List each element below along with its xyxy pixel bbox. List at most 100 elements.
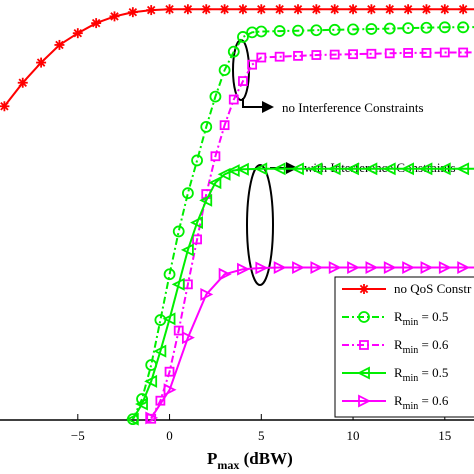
series-1-point: [328, 23, 341, 36]
series-2-point: [219, 120, 230, 131]
series-2-point: [192, 234, 202, 245]
series-2-point: [439, 47, 450, 58]
series-1-point: [255, 25, 268, 38]
series-1-point: [273, 25, 286, 37]
series-0-point: [0, 101, 10, 112]
legend-box: [334, 276, 474, 418]
legend-sample-4: [342, 394, 386, 408]
series-1-point: [310, 24, 323, 37]
series-3-point: [125, 412, 139, 426]
series-0-point: [274, 4, 285, 15]
series-3-point: [217, 167, 231, 181]
series-1-point: [200, 120, 213, 133]
series-2-point: [293, 50, 303, 61]
series-0-point: [366, 4, 377, 15]
series-2-point: [384, 48, 395, 59]
series-4-point: [163, 383, 177, 397]
series-2-point: [458, 47, 469, 58]
x-tick-label: 5: [258, 428, 265, 443]
legend-sample-0: [342, 284, 386, 294]
series-4-point: [200, 287, 214, 301]
series-0-point: [348, 4, 359, 15]
series-0-point: [329, 4, 340, 15]
series-2-point: [274, 51, 285, 62]
series-3-point: [153, 344, 167, 358]
series-0-point: [91, 18, 102, 29]
series-3-point: [290, 162, 304, 176]
series-3-point: [327, 162, 341, 176]
series-0-point: [146, 5, 157, 16]
series-0-point: [421, 4, 432, 15]
ellipse-with-interference: [246, 164, 274, 286]
series-line-1: [131, 26, 474, 420]
x-tick-label: 10: [347, 428, 360, 443]
legend-marker-2: [359, 340, 369, 350]
legend-samples: [342, 284, 386, 408]
series-2-point: [366, 48, 377, 59]
legend-label-1: Rmin = 0.5: [394, 309, 448, 328]
series-1-point: [420, 21, 433, 34]
series-3-point: [364, 162, 378, 176]
series-3-point: [199, 193, 213, 207]
x-tick-label: 15: [438, 428, 451, 443]
series-3-point: [401, 162, 415, 176]
series-0-point: [403, 4, 414, 15]
legend-sample-1: [342, 311, 386, 323]
series-3-point: [235, 162, 249, 176]
series-line-3: [132, 167, 474, 420]
series-4-point: [310, 261, 324, 274]
series-0-point: [109, 11, 120, 22]
series-4-point: [347, 261, 361, 274]
legend-marker-1: [358, 311, 370, 323]
series-layer: [0, 4, 474, 426]
annotation-no-interference: no Interference Constraints: [282, 100, 424, 115]
series-2-point: [403, 48, 414, 58]
series-1-point: [457, 21, 470, 34]
series-4-point: [420, 261, 434, 274]
series-0-point: [219, 4, 230, 15]
series-3-point: [272, 162, 286, 176]
annotation-with-interference: with Interference Constraints: [304, 160, 456, 175]
series-0-point: [182, 4, 193, 15]
series-2: [146, 47, 474, 424]
series-0-point: [311, 4, 322, 15]
series-0-point: [36, 57, 47, 68]
series-2-point: [247, 59, 258, 70]
series-0-point: [72, 28, 83, 39]
series-3-point: [208, 176, 222, 190]
series-4-point: [328, 261, 342, 274]
series-1-point: [227, 45, 240, 58]
series-4-point: [181, 331, 195, 345]
series-3-point: [382, 162, 396, 176]
legend-label-3: Rmin = 0.5: [394, 365, 448, 384]
series-2-point: [421, 48, 432, 58]
series-4-point: [402, 261, 416, 274]
legend-sample-2: [342, 340, 386, 350]
series-4-point: [292, 261, 306, 274]
legend-marker-0: [359, 284, 369, 294]
series-3-point: [309, 162, 323, 176]
series-1-point: [181, 187, 194, 200]
series-2-point: [348, 49, 358, 60]
series-3-point: [419, 162, 433, 176]
series-3-point: [437, 162, 451, 176]
legend-sample-3: [342, 366, 386, 380]
x-tick-label: 0: [166, 428, 173, 443]
series-4-point: [145, 411, 159, 425]
series-4-point: [273, 261, 287, 274]
series-1-point: [365, 23, 378, 35]
series-line-4: [150, 266, 474, 419]
arrow-no-interference: [242, 98, 274, 113]
legend-label-0: no QoS Constr: [394, 281, 472, 296]
series-0-point: [293, 4, 303, 15]
series-0-point: [458, 4, 469, 15]
series-4-point: [383, 261, 397, 274]
series-3-point: [180, 243, 194, 257]
series-1-point: [209, 90, 222, 103]
x-tick-label: −5: [71, 428, 85, 443]
series-1: [126, 21, 474, 426]
series-0-point: [237, 4, 248, 15]
series-3-point: [254, 162, 268, 176]
series-0-point: [201, 4, 212, 15]
